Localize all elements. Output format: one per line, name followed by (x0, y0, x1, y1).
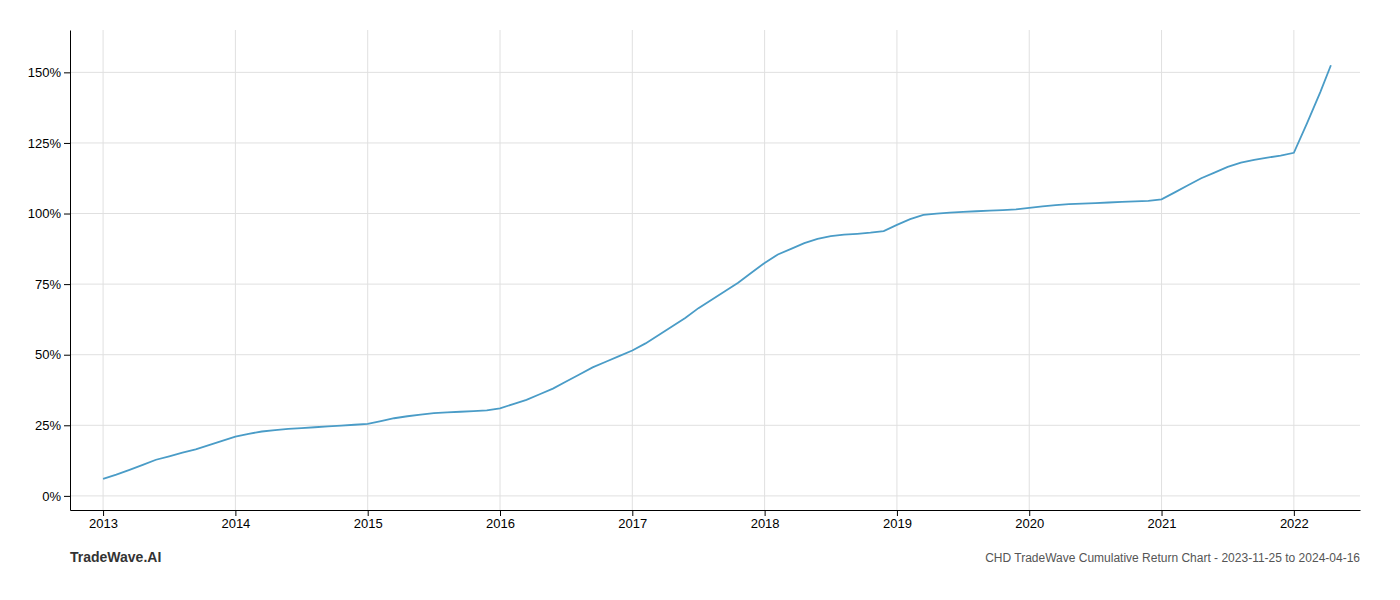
x-tick-mark (1162, 510, 1163, 516)
grid (70, 30, 1360, 510)
x-axis: 2013 2014 2015 2016 2017 2018 2019 2020 2021 2022 (71, 510, 1361, 531)
y-tick: 50% (35, 347, 70, 362)
x-tick: 2019 (883, 510, 912, 531)
x-tick: 2015 (354, 510, 383, 531)
x-tick-mark (632, 510, 633, 516)
marks (103, 65, 1331, 479)
y-tick-label: 75% (35, 277, 61, 292)
x-tick-label: 2015 (354, 516, 383, 531)
y-tick: 125% (28, 136, 70, 151)
grid-line (1161, 30, 1162, 510)
annotation: TradeWave.AI (70, 549, 161, 565)
annotation: CHD TradeWave Cumulative Return Chart - … (985, 551, 1360, 565)
y-tick-mark (64, 355, 70, 356)
y-tick: 75% (35, 277, 70, 292)
grid-line (1029, 30, 1030, 510)
x-tick-mark (897, 510, 898, 516)
x-tick-label: 2022 (1280, 516, 1309, 531)
x-tick: 2022 (1280, 510, 1309, 531)
grid-line (500, 30, 501, 510)
grid-line (70, 72, 1360, 73)
grid-line (367, 30, 368, 510)
grid-line (70, 213, 1360, 214)
y-tick: 25% (35, 418, 70, 433)
x-tick-label: 2018 (751, 516, 780, 531)
y-tick-mark (64, 143, 70, 144)
grid-line (103, 30, 104, 510)
chart: 2013 2014 2015 2016 2017 2018 2019 2020 2021 2022… (0, 0, 1400, 600)
plot-area: 2013 2014 2015 2016 2017 2018 2019 2020 2021 2022… (28, 30, 1361, 531)
annotations: TradeWave.AI CHD TradeWave Cumulative Ret… (70, 549, 1360, 565)
x-tick-mark (765, 510, 766, 516)
x-tick-label: 2019 (883, 516, 912, 531)
y-tick-label: 0% (42, 489, 61, 504)
grid-line (235, 30, 236, 510)
x-tick-label: 2020 (1015, 516, 1044, 531)
grid-line (764, 30, 765, 510)
x-tick: 2013 (89, 510, 118, 531)
y-axis: 0% 25% 50% 75% 100% 125% 150% (28, 31, 71, 511)
y-tick-label: 25% (35, 418, 61, 433)
y-tick-label: 125% (28, 136, 62, 151)
y-tick: 0% (42, 489, 70, 504)
grid-line (632, 30, 633, 510)
x-tick: 2018 (751, 510, 780, 531)
y-tick-label: 150% (28, 65, 62, 80)
x-tick-label: 2016 (486, 516, 515, 531)
x-tick-mark (500, 510, 501, 516)
y-tick-label: 100% (28, 206, 62, 221)
line (103, 65, 1331, 479)
x-axis-line (71, 510, 1361, 511)
y-tick-label: 50% (35, 347, 61, 362)
y-axis-line (70, 31, 71, 511)
x-tick-mark (1029, 510, 1030, 516)
x-tick-mark (103, 510, 104, 516)
y-tick-mark (64, 214, 70, 215)
x-tick: 2021 (1148, 510, 1177, 531)
y-tick-mark (64, 496, 70, 497)
y-tick-mark (64, 72, 70, 73)
grid-line (70, 284, 1360, 285)
x-tick: 2017 (618, 510, 647, 531)
x-tick-mark (1294, 510, 1295, 516)
x-tick: 2016 (486, 510, 515, 531)
y-tick: 100% (28, 206, 70, 221)
y-tick-mark (64, 284, 70, 285)
x-tick-mark (368, 510, 369, 516)
y-tick: 150% (28, 65, 70, 80)
grid-line (1293, 30, 1294, 510)
x-tick-mark (235, 510, 236, 516)
grid-line (70, 142, 1360, 143)
grid-line (70, 425, 1360, 426)
grid-line (896, 30, 897, 510)
grid-line (70, 495, 1360, 496)
x-tick-label: 2021 (1148, 516, 1177, 531)
grid-line (70, 354, 1360, 355)
x-tick: 2014 (221, 510, 250, 531)
y-tick-mark (64, 425, 70, 426)
x-tick-label: 2017 (618, 516, 647, 531)
x-tick: 2020 (1015, 510, 1044, 531)
x-tick-label: 2013 (89, 516, 118, 531)
x-tick-label: 2014 (221, 516, 250, 531)
